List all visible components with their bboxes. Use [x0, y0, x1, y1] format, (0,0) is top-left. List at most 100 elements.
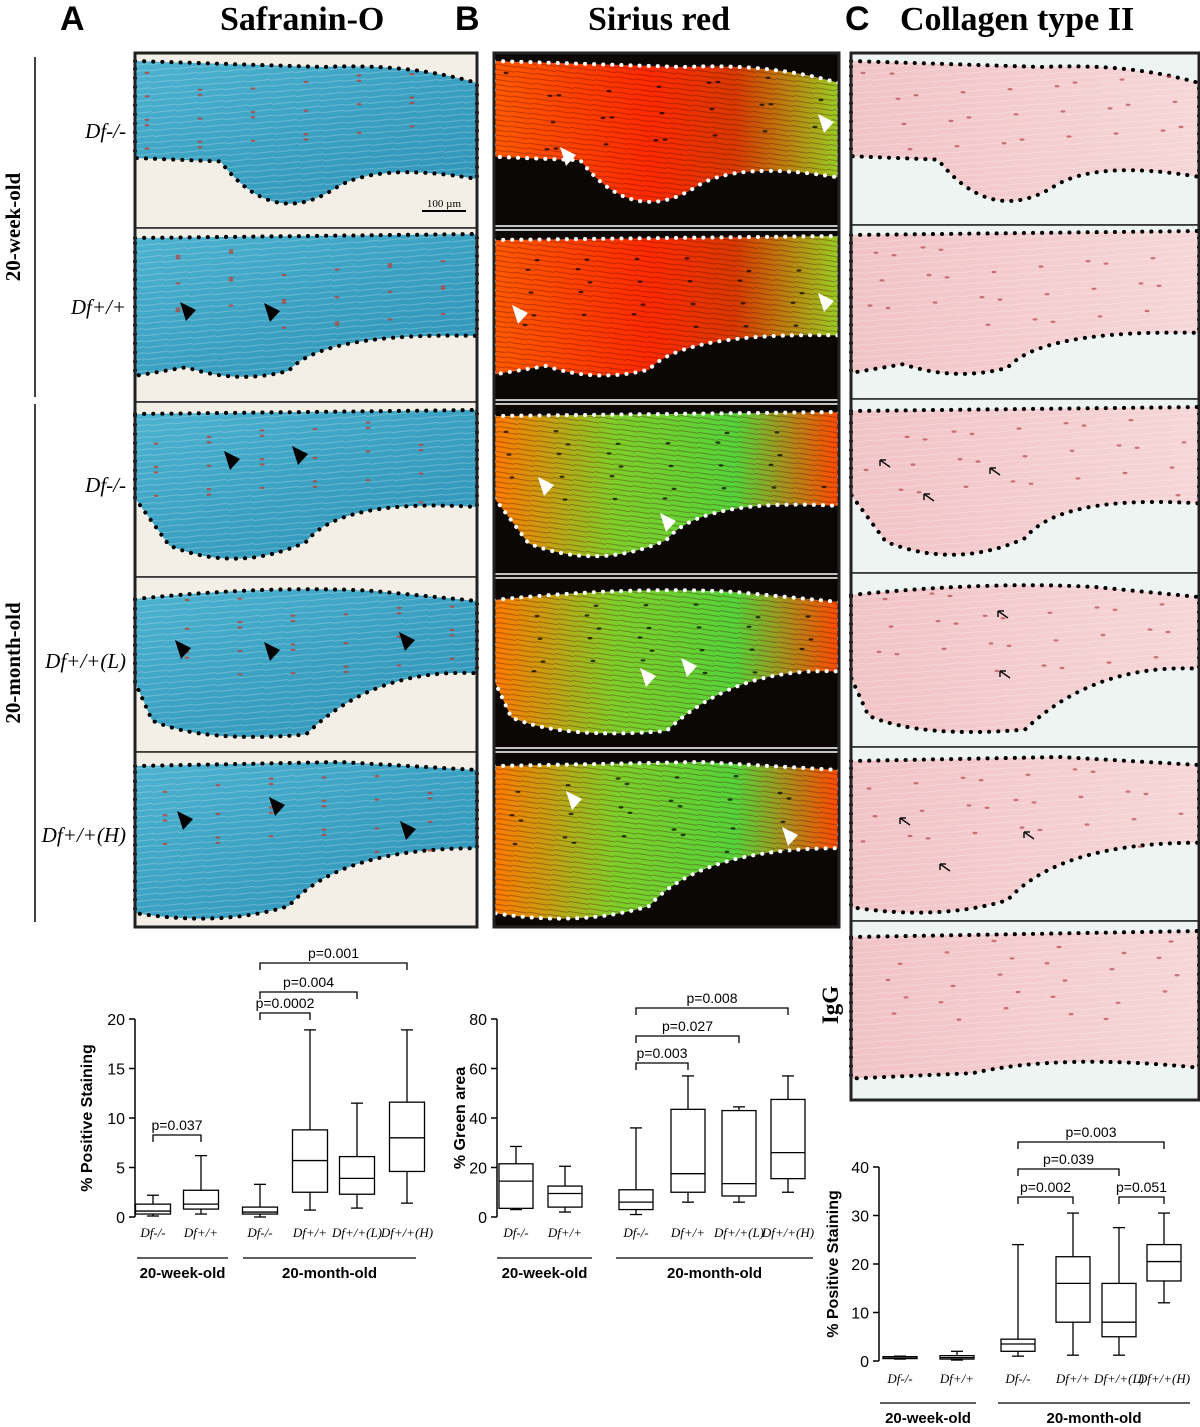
- y-tick-label: 30: [851, 1209, 869, 1226]
- y-tick-label: 20: [107, 1012, 125, 1029]
- box: [1101, 1226, 1137, 1356]
- panel-letter-a: A: [60, 0, 85, 38]
- box-iqr: [1055, 1256, 1091, 1323]
- micrograph-tile: [849, 398, 1200, 574]
- category-label: Df+/+(L): [331, 1225, 382, 1240]
- micrograph-column-1: [133, 51, 479, 929]
- group-label: 20-week-old: [885, 1410, 971, 1427]
- arrowhead-icon: [681, 658, 697, 677]
- arrow-icon: [939, 863, 951, 872]
- y-axis-label: % Positive Staining: [79, 1044, 96, 1192]
- box-iqr: [241, 1206, 279, 1215]
- box-plots: 0 5 10 15 20 % Positive Staining Df-/- Df+/+ Df-…: [79, 945, 1190, 1427]
- p-value-label: p=0.001: [308, 945, 359, 961]
- y-axis-label: % Green area: [452, 1067, 469, 1169]
- scale-bar-label: 100 µm: [427, 198, 462, 210]
- arrowhead-icon: [264, 303, 280, 322]
- category-label: Df+/+: [183, 1225, 218, 1240]
- arrowheads: [175, 114, 1035, 872]
- micrograph-tile: [492, 403, 841, 575]
- box: [1146, 1212, 1182, 1304]
- y-axis-label: % Positive Staining: [825, 1190, 842, 1338]
- box: [547, 1165, 583, 1213]
- micrograph-tile: [849, 920, 1200, 1101]
- y-tick-label: 15: [107, 1062, 125, 1079]
- y-tick-label: 0: [860, 1354, 869, 1371]
- micrograph-tile: [133, 52, 479, 229]
- box: [618, 1127, 654, 1216]
- y-tick-label: 60: [469, 1062, 487, 1079]
- group-label: 20-week-old: [140, 1265, 226, 1282]
- arrowhead-icon: [175, 640, 191, 659]
- comparison-bracket: [259, 1012, 311, 1020]
- box-iqr: [338, 1155, 376, 1195]
- category-label: Df+/+(H): [380, 1225, 433, 1240]
- category-label: Df+/+: [547, 1225, 582, 1240]
- comparison-bracket: [635, 1062, 689, 1070]
- row-label-5: Df+/+(H): [41, 823, 126, 847]
- arrowhead-icon: [224, 451, 240, 470]
- y-tick-label: 10: [107, 1111, 125, 1128]
- micrograph-tile: [492, 751, 841, 928]
- y-tick-label: 20: [469, 1161, 487, 1178]
- comparison-bracket: [635, 1035, 740, 1043]
- arrowhead-icon: [512, 305, 528, 324]
- p-value-label: p=0.037: [152, 1117, 203, 1133]
- box-iqr: [618, 1189, 654, 1211]
- igg-label: IgG: [818, 986, 843, 1024]
- box-iqr: [770, 1098, 806, 1180]
- group-label-20-week: 20-week-old: [1, 172, 25, 281]
- arrow-icon: [879, 459, 891, 468]
- category-label: Df+/+: [292, 1225, 327, 1240]
- p-value-label: p=0.004: [283, 974, 334, 990]
- box: [1000, 1243, 1036, 1357]
- box-iqr: [1000, 1338, 1036, 1352]
- comparison-bracket: [1118, 1196, 1165, 1204]
- box-iqr: [134, 1203, 172, 1215]
- p-value-label: p=0.051: [1116, 1179, 1167, 1195]
- y-tick-label: 40: [469, 1111, 487, 1128]
- box: [1055, 1212, 1091, 1356]
- arrowhead-icon: [818, 114, 834, 133]
- arrowhead-icon: [399, 632, 415, 651]
- arrowhead-icon: [269, 797, 285, 816]
- micrograph-tile: [133, 751, 479, 928]
- box-iqr: [1146, 1243, 1182, 1282]
- comparison-bracket: [1017, 1196, 1074, 1204]
- category-label: Df+/+(H): [1137, 1371, 1190, 1386]
- micrograph-tile: [849, 52, 1200, 226]
- arrow-icon: [923, 493, 935, 502]
- category-label: Df-/-: [502, 1225, 528, 1240]
- micrograph-tile: [133, 227, 479, 403]
- y-tick-label: 10: [851, 1306, 869, 1323]
- micrograph-tile: [849, 224, 1200, 400]
- arrowhead-icon: [782, 827, 798, 846]
- p-value-label: p=0.008: [687, 990, 738, 1006]
- box-iqr: [721, 1109, 757, 1197]
- arrow-icon: [1023, 831, 1035, 840]
- box: [670, 1075, 706, 1203]
- arrowhead-icon: [566, 791, 582, 810]
- group-label: 20-month-old: [282, 1265, 377, 1282]
- arrowhead-icon: [818, 293, 834, 312]
- micrograph-tile: [492, 52, 841, 227]
- box-iqr: [1101, 1282, 1137, 1338]
- arrowhead-icon: [538, 477, 554, 496]
- p-value-label: p=0.003: [637, 1045, 688, 1061]
- comparison-bracket: [1017, 1141, 1165, 1149]
- arrow-icon: [989, 467, 1001, 476]
- scale-bar: 100 µm: [422, 198, 466, 212]
- box: [291, 1029, 329, 1211]
- box: [182, 1154, 220, 1215]
- p-value-label: p=0.0002: [256, 995, 315, 1011]
- micrograph-tile: [133, 576, 479, 753]
- box-iqr: [388, 1101, 426, 1173]
- category-label: Df+/+(L): [1093, 1371, 1144, 1386]
- micrograph-column-2: [492, 51, 841, 929]
- box-iqr: [547, 1185, 583, 1208]
- box: [721, 1106, 757, 1203]
- micrograph-column-3: [849, 51, 1200, 1102]
- group-label: 20-week-old: [502, 1265, 588, 1282]
